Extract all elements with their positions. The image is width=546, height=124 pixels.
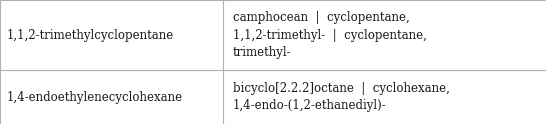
Text: bicyclo[2.2.2]octane  |  cyclohexane,
1,4-endo-(1,2-ethanediyl)-: bicyclo[2.2.2]octane | cyclohexane, 1,4-… — [233, 82, 449, 112]
Text: camphocean  |  cyclopentane,
1,1,2-trimethyl-  |  cyclopentane,
trimethyl-: camphocean | cyclopentane, 1,1,2-trimeth… — [233, 11, 426, 59]
Text: 1,1,2-trimethylcyclopentane: 1,1,2-trimethylcyclopentane — [7, 29, 174, 42]
Text: 1,4-endoethylenecyclohexane: 1,4-endoethylenecyclohexane — [7, 91, 183, 104]
